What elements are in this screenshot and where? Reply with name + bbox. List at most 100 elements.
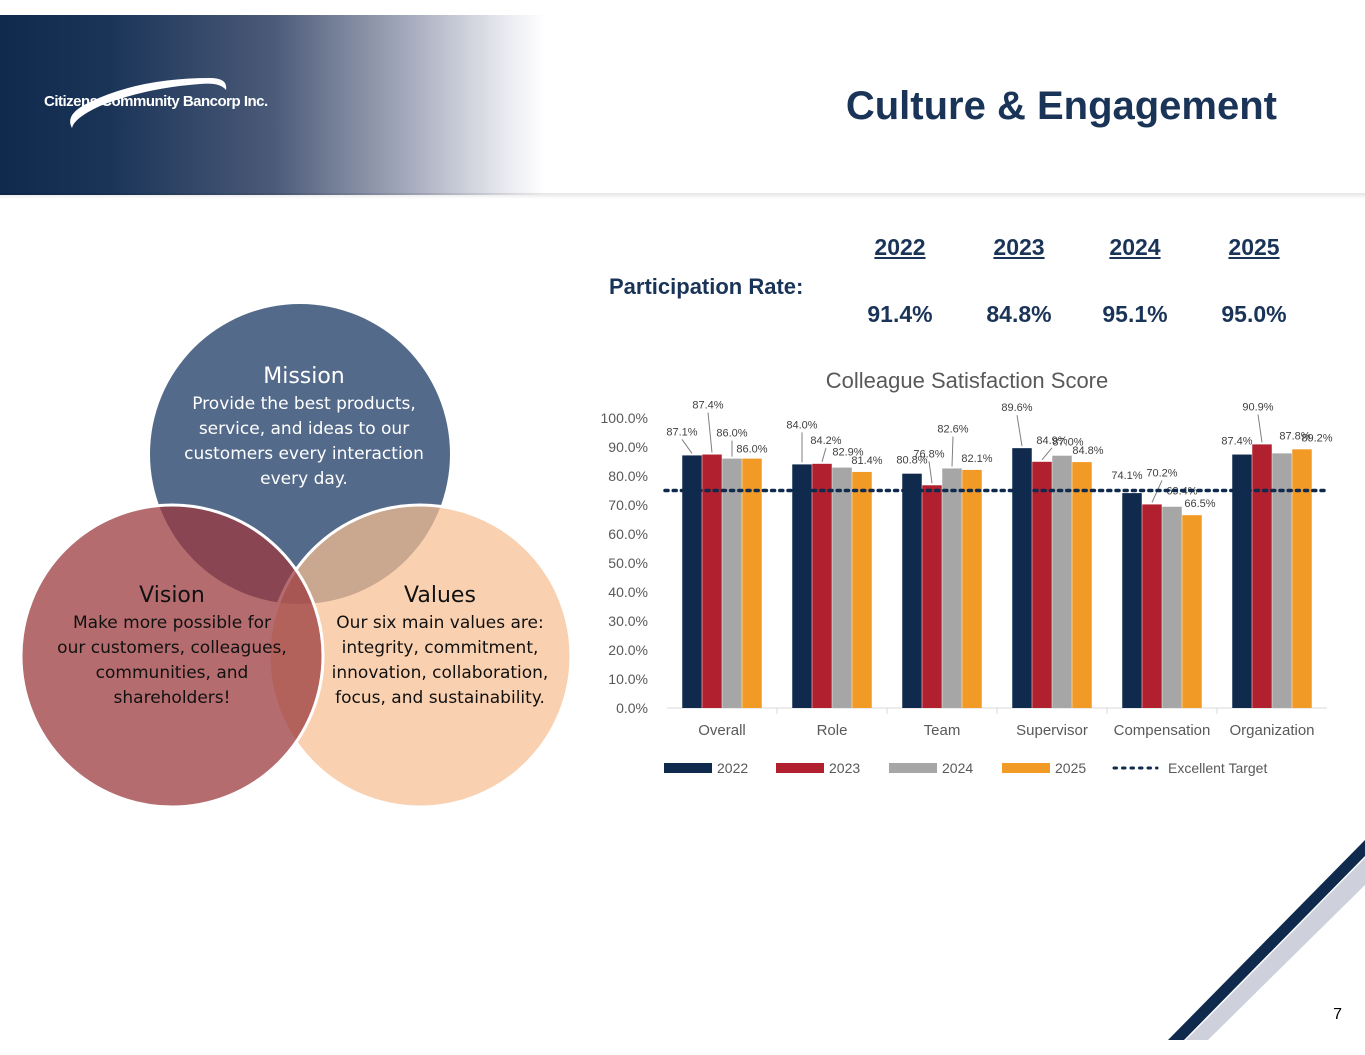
- data-label-leader: [1016, 415, 1023, 447]
- mission-line: every day.: [260, 469, 348, 489]
- data-label: 76.8%: [913, 448, 944, 460]
- data-label: 66.5%: [1184, 498, 1215, 510]
- legend-label-2025: 2025: [1055, 760, 1086, 776]
- participation-year-2024: 2024: [1109, 234, 1161, 260]
- bar-2024-team: [942, 468, 962, 708]
- legend-label-2022: 2022: [717, 760, 748, 776]
- x-tick-label: Compensation: [1114, 722, 1211, 739]
- data-label: 82.1%: [961, 453, 992, 465]
- bar-2023-team: [922, 485, 942, 708]
- y-tick-label: 0.0%: [616, 700, 648, 716]
- data-label: 90.9%: [1242, 401, 1273, 413]
- participation-rate-2024: 95.1%: [1102, 301, 1168, 327]
- data-label: 82.6%: [937, 423, 968, 435]
- y-tick-label: 80.0%: [608, 468, 648, 484]
- data-label-leader: [928, 461, 933, 484]
- y-tick-label: 30.0%: [608, 613, 648, 629]
- bar-2025-supervisor: [1072, 462, 1092, 708]
- data-label: 87.1%: [666, 426, 697, 438]
- satisfaction-chart: Colleague Satisfaction Score 0.0% 10.0% 20.…: [601, 368, 1333, 776]
- y-tick-label: 70.0%: [608, 497, 648, 513]
- values-title: Values: [404, 583, 476, 608]
- bar-2024-supervisor: [1052, 455, 1072, 708]
- participation-year-2022: 2022: [874, 234, 926, 260]
- bar-2023-overall: [702, 454, 722, 708]
- x-tick-label: Overall: [698, 722, 746, 739]
- vision-line: our customers, colleagues,: [57, 638, 287, 658]
- bar-2023-compensation: [1142, 504, 1162, 708]
- bar-2024-overall: [722, 458, 742, 708]
- bar-2025-role: [852, 471, 872, 708]
- mission-title: Mission: [263, 364, 345, 389]
- data-label-leader: [821, 447, 827, 462]
- data-label: 87.4%: [692, 400, 723, 412]
- data-label: 89.6%: [1001, 402, 1032, 414]
- legend-swatch-2023: [776, 763, 824, 773]
- header-band: [0, 15, 1365, 195]
- page-title: Culture & Engagement: [845, 84, 1277, 128]
- legend-swatch-2022: [664, 763, 712, 773]
- x-tick-label: Role: [817, 722, 848, 739]
- data-label: 86.0%: [736, 444, 767, 456]
- data-label-leader: [681, 439, 693, 454]
- bar-2023-role: [812, 463, 832, 708]
- data-label: 81.4%: [851, 455, 882, 467]
- bar-2022-team: [902, 473, 922, 708]
- data-label: 70.2%: [1146, 467, 1177, 479]
- logo-swoosh-icon: [70, 78, 227, 128]
- bar-2024-organization: [1272, 453, 1292, 708]
- x-tick-label: Team: [924, 722, 961, 739]
- participation-year-2025: 2025: [1228, 234, 1280, 260]
- participation-year-2023: 2023: [993, 234, 1045, 260]
- bar-2022-role: [792, 464, 812, 708]
- legend-swatch-2025: [1002, 763, 1050, 773]
- data-label: 86.0%: [716, 428, 747, 440]
- y-tick-label: 100.0%: [601, 410, 648, 426]
- mission-line: Provide the best products,: [192, 394, 416, 414]
- page-number: 7: [1333, 1006, 1342, 1023]
- bar-2024-compensation: [1162, 506, 1182, 708]
- data-label-leader: [1041, 447, 1053, 461]
- bar-2025-overall: [742, 458, 762, 708]
- bar-2022-compensation: [1122, 493, 1142, 708]
- participation-rate-2022: 91.4%: [867, 301, 933, 327]
- mission-line: service, and ideas to our: [198, 419, 410, 439]
- values-line: integrity, commitment,: [341, 638, 539, 658]
- data-label: 84.8%: [1072, 445, 1103, 457]
- bar-2022-supervisor: [1012, 448, 1032, 708]
- data-label-leader: [1257, 414, 1263, 443]
- values-line: innovation, collaboration,: [331, 663, 549, 683]
- y-tick-label: 40.0%: [608, 584, 648, 600]
- data-label-leader: [707, 412, 713, 453]
- participation-rate-2025: 95.0%: [1221, 301, 1287, 327]
- data-label: 87.8%: [1279, 430, 1310, 442]
- venn-diagram: [19, 304, 573, 809]
- bar-2024-role: [832, 467, 852, 708]
- data-label: 74.1%: [1111, 470, 1142, 482]
- vision-line: Make more possible for: [72, 613, 271, 633]
- y-tick-label: 60.0%: [608, 526, 648, 542]
- chart-title: Colleague Satisfaction Score: [826, 368, 1109, 393]
- vision-text: Vision Make more possible for our custom…: [38, 581, 306, 711]
- x-tick-label: Supervisor: [1016, 722, 1088, 739]
- values-line: focus, and sustainability.: [335, 688, 545, 708]
- values-text: Values Our six main values are: integrit…: [314, 581, 566, 711]
- mission-text: Mission Provide the best products, servi…: [170, 362, 438, 492]
- bar-2025-organization: [1292, 449, 1312, 708]
- vision-line: communities, and: [95, 663, 249, 683]
- logo-text: Citizens Community Bancorp Inc.: [44, 93, 268, 110]
- bar-2025-team: [962, 469, 982, 708]
- data-label: 87.0%: [1052, 437, 1083, 449]
- participation-rate-2023: 84.8%: [986, 301, 1052, 327]
- data-label-leader: [951, 436, 954, 467]
- vision-line: shareholders!: [113, 688, 231, 708]
- data-label: 82.9%: [832, 447, 863, 459]
- data-label: 87.4%: [1221, 436, 1252, 448]
- y-tick-label: 20.0%: [608, 642, 648, 658]
- data-label: 84.9%: [1036, 435, 1067, 447]
- bar-2022-overall: [682, 455, 702, 708]
- legend-label-target: Excellent Target: [1168, 760, 1267, 776]
- bar-2023-organization: [1252, 444, 1272, 708]
- legend-label-2024: 2024: [942, 760, 973, 776]
- data-label: 84.0%: [786, 419, 817, 431]
